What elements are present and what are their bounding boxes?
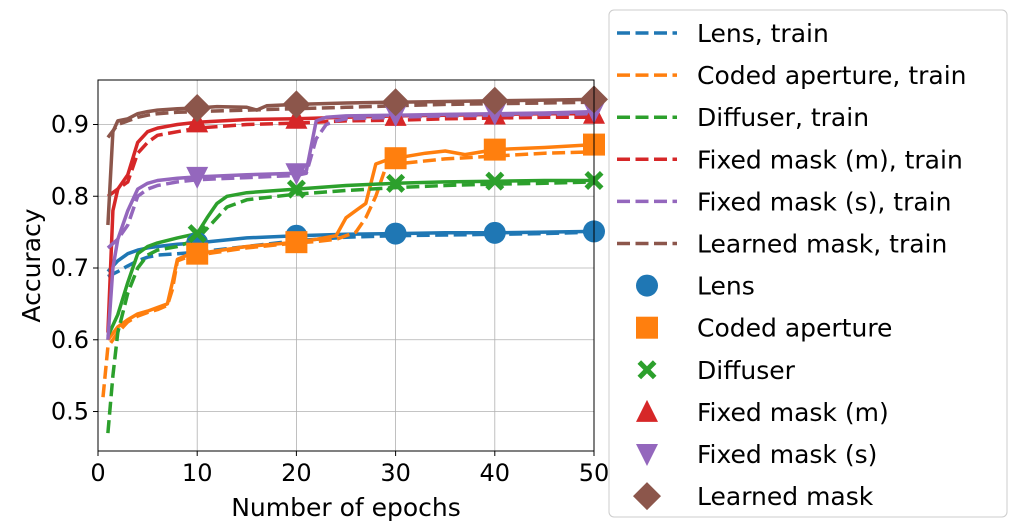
x-tick-label: 50 <box>579 459 610 487</box>
train-line-5 <box>106 100 594 139</box>
test-marker-1 <box>186 242 209 265</box>
legend: Lens, train Coded aperture, train Diffuser… <box>608 9 1008 518</box>
x-axis-label: Number of epochs <box>231 493 461 522</box>
y-tick-label: 0.5 <box>51 398 89 426</box>
test-marker-1 <box>384 147 407 170</box>
test-marker-4 <box>186 166 209 189</box>
legend-test-swatch <box>633 482 661 511</box>
train-line-1 <box>101 150 594 398</box>
x-tick-label: 40 <box>480 459 511 487</box>
legend-train-label: Fixed mask (m), train <box>697 145 963 174</box>
legend-train-label: Lens, train <box>697 19 829 48</box>
test-marker-0 <box>384 222 407 245</box>
test-line-2 <box>106 178 594 337</box>
legend-test-swatch <box>636 274 658 297</box>
legend-train-label: Coded aperture, train <box>697 61 967 90</box>
test-marker-2 <box>386 173 406 193</box>
test-marker-5 <box>381 88 410 117</box>
test-line-1 <box>106 142 594 341</box>
test-line-3 <box>106 111 594 333</box>
legend-test-label: Learned mask <box>697 482 874 511</box>
legend-test-label: Coded aperture <box>697 314 892 343</box>
y-axis-label: Accuracy <box>17 208 46 322</box>
plot-frame <box>97 79 595 452</box>
test-marker-2 <box>286 179 306 199</box>
x-tick-label: 10 <box>182 459 213 487</box>
y-tick-label: 0.8 <box>51 182 89 210</box>
test-marker-4 <box>285 163 308 186</box>
test-line-5 <box>106 97 594 226</box>
train-line-3 <box>106 115 594 198</box>
legend-train-label: Diffuser, train <box>697 103 869 132</box>
test-line-0 <box>106 229 594 273</box>
axis-ticks: 0 10 20 30 40 50 0.5 0.6 0.7 0.8 0.9 <box>51 110 609 487</box>
x-tick-label: 20 <box>281 459 312 487</box>
y-tick-label: 0.6 <box>51 326 89 354</box>
test-marker-5 <box>183 93 212 122</box>
train-line-2 <box>106 180 594 434</box>
test-marker-2 <box>187 224 207 244</box>
y-tick-label: 0.9 <box>51 110 89 138</box>
legend-test-swatch <box>636 444 658 466</box>
legend-test-swatch <box>636 399 658 422</box>
series-lines <box>101 97 594 434</box>
test-marker-1 <box>483 138 506 161</box>
legend-test-label: Lens <box>697 272 755 301</box>
legend-train-label: Learned mask, train <box>697 230 947 259</box>
legend-test-label: Fixed mask (m) <box>697 398 889 427</box>
test-marker-5 <box>282 90 311 119</box>
x-tick-label: 30 <box>380 459 411 487</box>
test-marker-5 <box>480 86 509 115</box>
y-tick-label: 0.7 <box>51 254 89 282</box>
series-markers <box>183 85 608 265</box>
test-marker-1 <box>285 231 308 254</box>
test-marker-2 <box>485 171 505 191</box>
x-tick-label: 0 <box>90 459 105 487</box>
test-marker-0 <box>483 221 506 244</box>
legend-test-swatch <box>636 316 658 339</box>
legend-train-label: Fixed mask (s), train <box>697 187 951 216</box>
legend-box <box>608 9 1008 518</box>
grid-lines <box>97 80 595 451</box>
legend-test-label: Fixed mask (s) <box>697 440 877 469</box>
legend-test-swatch <box>637 360 657 380</box>
test-line-4 <box>106 109 594 340</box>
legend-test-label: Diffuser <box>697 356 796 385</box>
